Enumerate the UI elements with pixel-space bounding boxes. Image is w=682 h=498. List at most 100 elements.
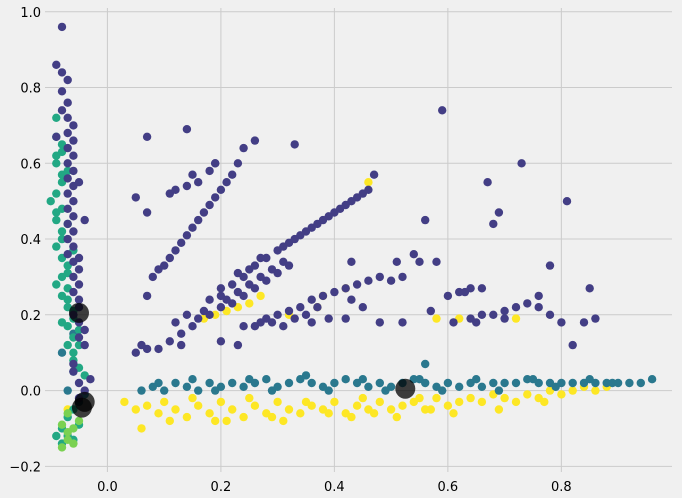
data-point [63, 75, 72, 85]
data-point [250, 136, 260, 145]
data-point [228, 280, 237, 289]
data-point [52, 242, 61, 251]
data-point [421, 215, 430, 225]
centroid-point [395, 378, 416, 399]
data-point [137, 386, 146, 395]
data-point [341, 314, 350, 323]
data-point [443, 291, 453, 301]
data-point [301, 227, 311, 236]
data-point [540, 397, 549, 407]
y-tick-label: 0.0 [20, 385, 41, 400]
data-point [239, 412, 248, 422]
data-point [69, 272, 78, 282]
data-point [438, 386, 447, 395]
data-point [142, 208, 152, 217]
data-point [52, 113, 61, 123]
data-point [233, 268, 243, 278]
data-point [455, 382, 464, 391]
data-point [182, 231, 192, 240]
x-tick-label: 0.0 [97, 480, 118, 495]
data-point [489, 378, 498, 388]
data-point [63, 409, 72, 418]
data-point [63, 295, 72, 304]
data-point [579, 318, 589, 327]
data-point [290, 140, 299, 149]
data-point [222, 178, 231, 187]
data-point [267, 318, 277, 327]
data-point [398, 401, 407, 410]
data-point [284, 378, 294, 388]
data-point [267, 386, 277, 395]
data-point [528, 375, 538, 384]
data-point [523, 299, 532, 308]
data-point [142, 401, 152, 410]
data-point [74, 178, 84, 187]
data-point [171, 185, 180, 194]
data-point [477, 397, 487, 407]
data-point [358, 375, 367, 384]
data-point [296, 303, 305, 312]
y-tick-label: 0.8 [20, 82, 41, 97]
data-point [239, 322, 248, 331]
data-point [57, 106, 67, 115]
data-point [211, 416, 220, 426]
data-point [477, 382, 487, 391]
data-point [199, 208, 209, 217]
data-point [375, 397, 384, 407]
data-point [375, 318, 384, 327]
data-point [460, 287, 470, 297]
data-point [364, 382, 373, 391]
data-point [194, 401, 203, 410]
data-point [211, 193, 220, 202]
data-point [69, 439, 78, 448]
data-point [233, 287, 243, 297]
data-point [335, 204, 345, 213]
data-point [432, 314, 441, 323]
data-point [63, 98, 72, 107]
data-point [86, 375, 95, 384]
data-point [489, 219, 498, 229]
data-point [279, 242, 288, 251]
data-point [273, 397, 282, 407]
data-point [557, 390, 566, 399]
data-point [591, 386, 600, 395]
data-point [69, 121, 78, 130]
data-point [409, 250, 418, 259]
data-point [551, 382, 560, 391]
data-point [80, 325, 89, 335]
data-point [69, 367, 78, 376]
data-point [216, 303, 226, 312]
data-point [307, 378, 316, 388]
y-tick-label: −0.2 [9, 460, 41, 475]
data-point [63, 250, 72, 259]
data-point [545, 261, 555, 270]
data-point [330, 287, 339, 297]
data-point [74, 265, 84, 274]
data-point [171, 405, 180, 414]
data-point [568, 378, 577, 388]
data-point [182, 382, 192, 391]
data-point [296, 409, 305, 418]
centroid-point [71, 397, 92, 418]
data-point [267, 265, 277, 274]
data-point [52, 159, 61, 168]
data-point [74, 378, 84, 388]
data-point [449, 409, 458, 418]
data-point [358, 189, 367, 198]
data-point [324, 409, 333, 418]
data-point [284, 405, 294, 414]
data-point [290, 234, 299, 244]
data-point [511, 314, 521, 323]
data-point [194, 314, 203, 323]
data-point [301, 310, 311, 319]
data-point [69, 242, 78, 251]
data-point [511, 378, 521, 388]
data-point [216, 185, 226, 194]
x-tick-label: 0.4 [324, 480, 345, 495]
data-point [74, 295, 84, 304]
data-point [432, 257, 441, 266]
data-point [477, 284, 487, 293]
data-point [494, 405, 504, 414]
data-point [57, 348, 67, 357]
